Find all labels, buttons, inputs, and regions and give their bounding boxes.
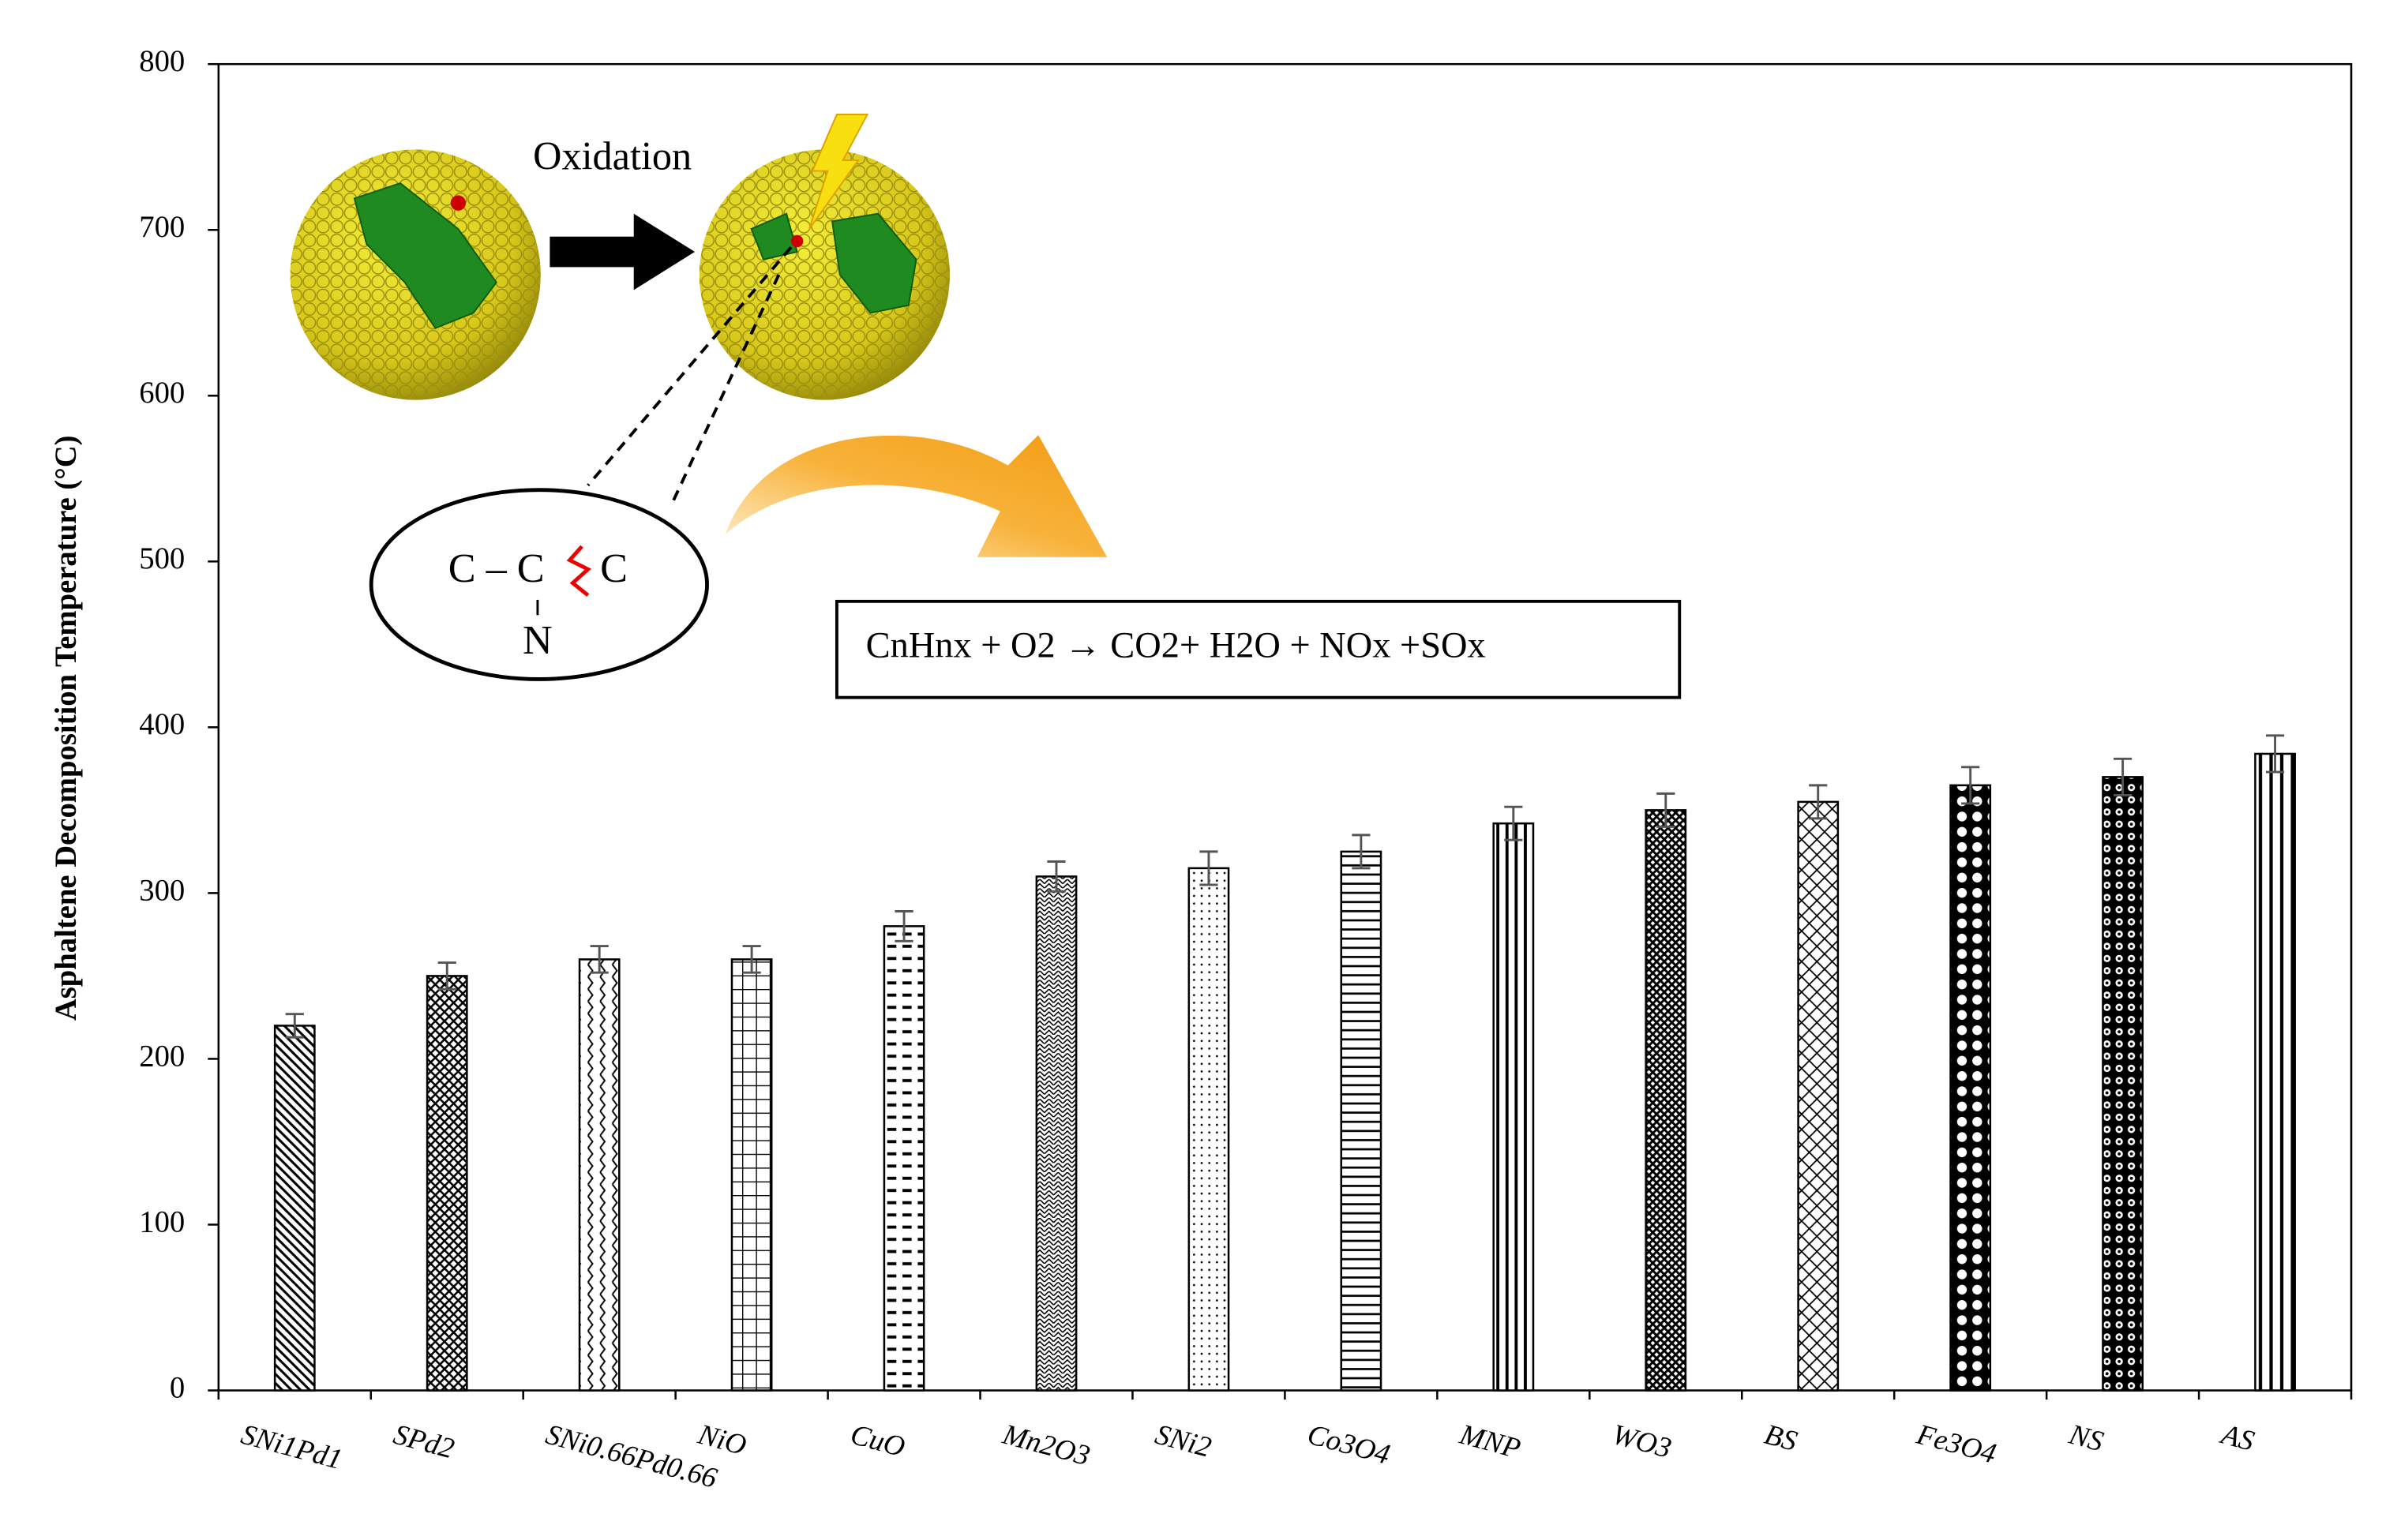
error-bar xyxy=(1504,805,1523,841)
annotation: CnHnx + O2 → CO2+ H2O + NOx +SOx xyxy=(866,625,1486,665)
y-tick-label: 400 xyxy=(139,708,185,741)
annotation: C – C xyxy=(448,545,545,591)
x-tick-label: CuO xyxy=(847,1418,909,1463)
bar xyxy=(883,925,925,1392)
curved-arrow xyxy=(725,435,1108,557)
error-bar xyxy=(1199,850,1218,886)
x-tick-label: SNi1Pd1 xyxy=(238,1418,346,1475)
error-bar xyxy=(437,961,456,991)
error-bar xyxy=(1047,860,1066,893)
bar xyxy=(578,958,621,1392)
x-tick-label: Fe3O4 xyxy=(1913,1418,2000,1470)
error-bar xyxy=(1961,766,1980,805)
bar xyxy=(1645,809,1687,1392)
bar xyxy=(730,958,773,1392)
molecule xyxy=(831,212,917,314)
y-tick-label: 500 xyxy=(139,542,185,575)
error-bar xyxy=(1656,792,1675,828)
bar xyxy=(1035,875,1078,1392)
x-tick-label: SNi2 xyxy=(1152,1418,1215,1463)
bar xyxy=(2254,752,2296,1392)
x-tick-label: WO3 xyxy=(1609,1418,1675,1464)
bar xyxy=(273,1025,316,1392)
x-tick-label: AS xyxy=(2216,1417,2258,1457)
bar xyxy=(1187,867,1230,1392)
dashed-line xyxy=(670,274,781,504)
illustration: Oxidation C – C C N CnHnx + O2 → CO2+ H2… xyxy=(290,114,1682,699)
x-tick-label: SNi0.66Pd0.66 xyxy=(542,1418,721,1494)
x-tick-label: MNP xyxy=(1456,1418,1524,1465)
y-tick-label: 300 xyxy=(139,874,185,907)
x-tick-label: BS xyxy=(1761,1418,1801,1457)
error-bar xyxy=(2265,734,2285,774)
ellipse xyxy=(369,488,709,681)
y-tick-label: 100 xyxy=(139,1205,185,1238)
y-tick-label: 0 xyxy=(170,1371,185,1404)
annotation: N xyxy=(523,617,553,663)
annotation: Oxidation xyxy=(533,134,692,178)
bar xyxy=(1797,800,1840,1392)
bar xyxy=(2102,776,2144,1392)
error-bar xyxy=(895,910,913,942)
dashed-line xyxy=(587,245,793,487)
error-bar xyxy=(1809,784,1828,820)
error-bar xyxy=(285,1013,304,1039)
molecule xyxy=(750,212,798,260)
annotation: C xyxy=(600,545,628,591)
y-tick-label: 800 xyxy=(139,45,185,78)
plot-area xyxy=(217,62,2353,1392)
x-tick-label: Mn2O3 xyxy=(999,1418,1093,1472)
molecule xyxy=(353,182,497,329)
atom xyxy=(790,234,804,248)
x-tick-label: NS xyxy=(2065,1418,2107,1458)
y-axis-label: Asphaltene Decomposition Temperature (°C… xyxy=(50,435,83,1021)
x-tick-label: SPd2 xyxy=(390,1418,457,1465)
bar xyxy=(1949,784,1992,1392)
lightning xyxy=(808,114,869,230)
x-tick-label: NiO xyxy=(694,1418,750,1462)
y-tick-label: 700 xyxy=(139,211,185,244)
sphere-texture xyxy=(699,149,950,400)
error-bar xyxy=(1352,834,1371,870)
equation-box xyxy=(835,599,1682,699)
error-bar xyxy=(2114,757,2133,796)
arrow xyxy=(550,213,696,290)
bond-break xyxy=(566,545,591,597)
bar xyxy=(1492,822,1535,1392)
atom xyxy=(450,195,467,211)
bar xyxy=(426,975,468,1392)
error-bar xyxy=(742,945,761,974)
x-tick-label: Co3O4 xyxy=(1304,1418,1394,1471)
error-bar xyxy=(590,945,609,974)
y-tick-label: 200 xyxy=(139,1040,185,1073)
bar xyxy=(1340,850,1382,1392)
y-tick-label: 600 xyxy=(139,377,185,410)
